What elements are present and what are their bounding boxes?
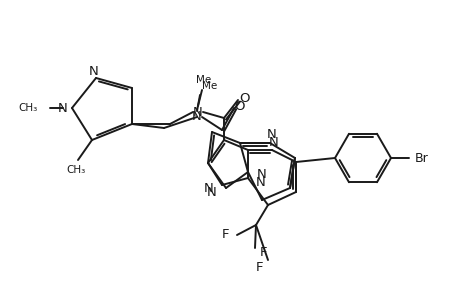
Text: Me: Me [202, 81, 217, 91]
Text: N: N [58, 101, 68, 115]
Text: O: O [234, 100, 245, 112]
Text: O: O [239, 92, 250, 104]
Text: N: N [89, 64, 99, 77]
Text: N: N [193, 106, 202, 118]
Text: F: F [259, 247, 267, 260]
Text: N: N [269, 136, 278, 148]
Text: Me: Me [196, 75, 211, 85]
Text: CH₃: CH₃ [66, 165, 85, 175]
Text: N: N [192, 110, 202, 124]
Text: F: F [256, 262, 263, 275]
Text: N: N [257, 167, 266, 181]
Text: N: N [256, 176, 265, 188]
Text: N: N [204, 182, 213, 196]
Text: CH₃: CH₃ [19, 103, 38, 113]
Text: N: N [207, 187, 217, 200]
Text: N: N [267, 128, 276, 142]
Text: F: F [221, 229, 229, 242]
Text: Br: Br [414, 152, 428, 164]
